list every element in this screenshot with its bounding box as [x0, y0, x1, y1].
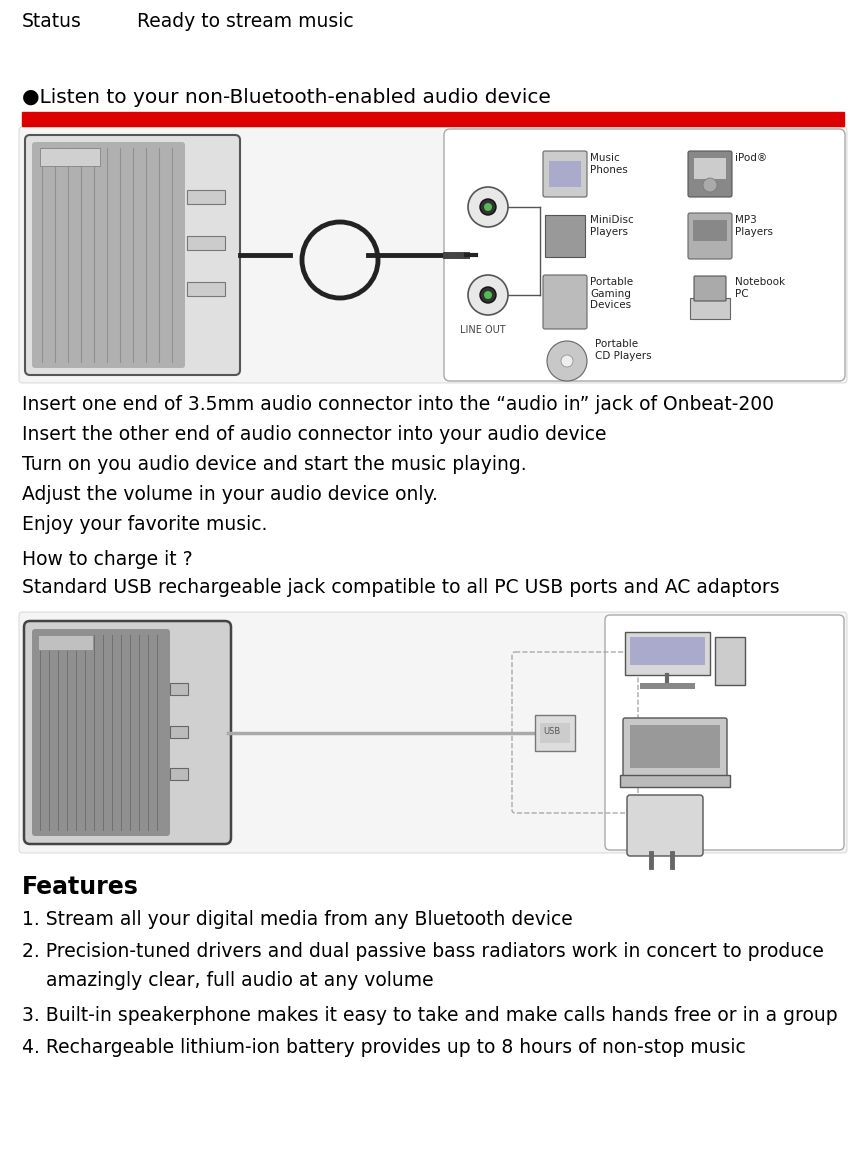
Bar — [22, 112, 844, 126]
Text: Portable
CD Players: Portable CD Players — [595, 338, 651, 360]
Bar — [38, 635, 93, 650]
FancyBboxPatch shape — [694, 276, 726, 301]
FancyBboxPatch shape — [688, 213, 732, 258]
Bar — [690, 298, 730, 319]
Text: Music
Phones: Music Phones — [590, 153, 628, 175]
Bar — [535, 714, 575, 751]
Text: Insert the other end of audio connector into your audio device: Insert the other end of audio connector … — [22, 425, 606, 444]
Text: Ready to stream music: Ready to stream music — [137, 12, 353, 31]
Text: Standard USB rechargeable jack compatible to all PC USB ports and AC adaptors: Standard USB rechargeable jack compatibl… — [22, 578, 779, 597]
FancyBboxPatch shape — [19, 127, 847, 382]
Circle shape — [484, 291, 492, 299]
Bar — [40, 148, 100, 166]
Bar — [625, 632, 710, 676]
Text: MiniDisc
Players: MiniDisc Players — [590, 216, 634, 236]
Circle shape — [484, 203, 492, 211]
Circle shape — [480, 287, 496, 302]
Circle shape — [561, 355, 573, 367]
FancyBboxPatch shape — [623, 717, 727, 777]
Circle shape — [547, 341, 587, 381]
Bar — [630, 637, 705, 665]
Bar — [640, 683, 695, 690]
Text: Features: Features — [22, 875, 139, 899]
Bar — [187, 235, 225, 249]
Text: Adjust the volume in your audio device only.: Adjust the volume in your audio device o… — [22, 484, 438, 504]
Text: Turn on you audio device and start the music playing.: Turn on you audio device and start the m… — [22, 455, 527, 474]
Text: Status: Status — [22, 12, 82, 31]
Text: Enjoy your favorite music.: Enjoy your favorite music. — [22, 515, 268, 534]
Bar — [693, 220, 727, 241]
Bar — [545, 216, 585, 257]
Text: MP3
Players: MP3 Players — [735, 216, 773, 236]
Bar — [715, 637, 745, 685]
Text: 2. Precision-tuned drivers and dual passive bass radiators work in concert to pr: 2. Precision-tuned drivers and dual pass… — [22, 942, 824, 991]
Bar — [630, 726, 720, 768]
Bar — [187, 190, 225, 204]
Bar — [620, 775, 730, 787]
Bar — [170, 726, 188, 737]
Bar — [694, 158, 726, 178]
Text: ●Listen to your non-Bluetooth-enabled audio device: ●Listen to your non-Bluetooth-enabled au… — [22, 88, 551, 107]
Bar — [170, 684, 188, 695]
Text: USB: USB — [543, 727, 560, 736]
Bar — [187, 282, 225, 296]
FancyBboxPatch shape — [24, 621, 231, 844]
FancyBboxPatch shape — [543, 151, 587, 197]
FancyBboxPatch shape — [25, 134, 240, 376]
Text: How to charge it ?: How to charge it ? — [22, 551, 192, 569]
FancyBboxPatch shape — [543, 275, 587, 329]
Text: Portable
Gaming
Devices: Portable Gaming Devices — [590, 277, 633, 311]
Circle shape — [703, 178, 717, 192]
FancyBboxPatch shape — [627, 795, 703, 857]
Text: 4. Rechargeable lithium-ion battery provides up to 8 hours of non-stop music: 4. Rechargeable lithium-ion battery prov… — [22, 1038, 746, 1057]
Text: Insert one end of 3.5mm audio connector into the “audio in” jack of Onbeat-200: Insert one end of 3.5mm audio connector … — [22, 395, 774, 414]
Bar — [540, 722, 570, 743]
Text: LINE OUT: LINE OUT — [460, 325, 506, 335]
Bar — [549, 161, 581, 187]
FancyBboxPatch shape — [19, 612, 847, 853]
Text: 1. Stream all your digital media from any Bluetooth device: 1. Stream all your digital media from an… — [22, 910, 572, 930]
Circle shape — [468, 187, 508, 227]
FancyBboxPatch shape — [444, 129, 845, 381]
Circle shape — [480, 199, 496, 216]
FancyBboxPatch shape — [32, 143, 185, 369]
FancyBboxPatch shape — [688, 151, 732, 197]
Text: 3. Built-in speakerphone makes it easy to take and make calls hands free or in a: 3. Built-in speakerphone makes it easy t… — [22, 1006, 837, 1025]
FancyBboxPatch shape — [605, 615, 844, 850]
FancyBboxPatch shape — [32, 629, 170, 836]
Text: Notebook
PC: Notebook PC — [735, 277, 785, 299]
Bar — [170, 767, 188, 780]
Text: iPod®: iPod® — [735, 153, 767, 163]
Circle shape — [468, 275, 508, 315]
